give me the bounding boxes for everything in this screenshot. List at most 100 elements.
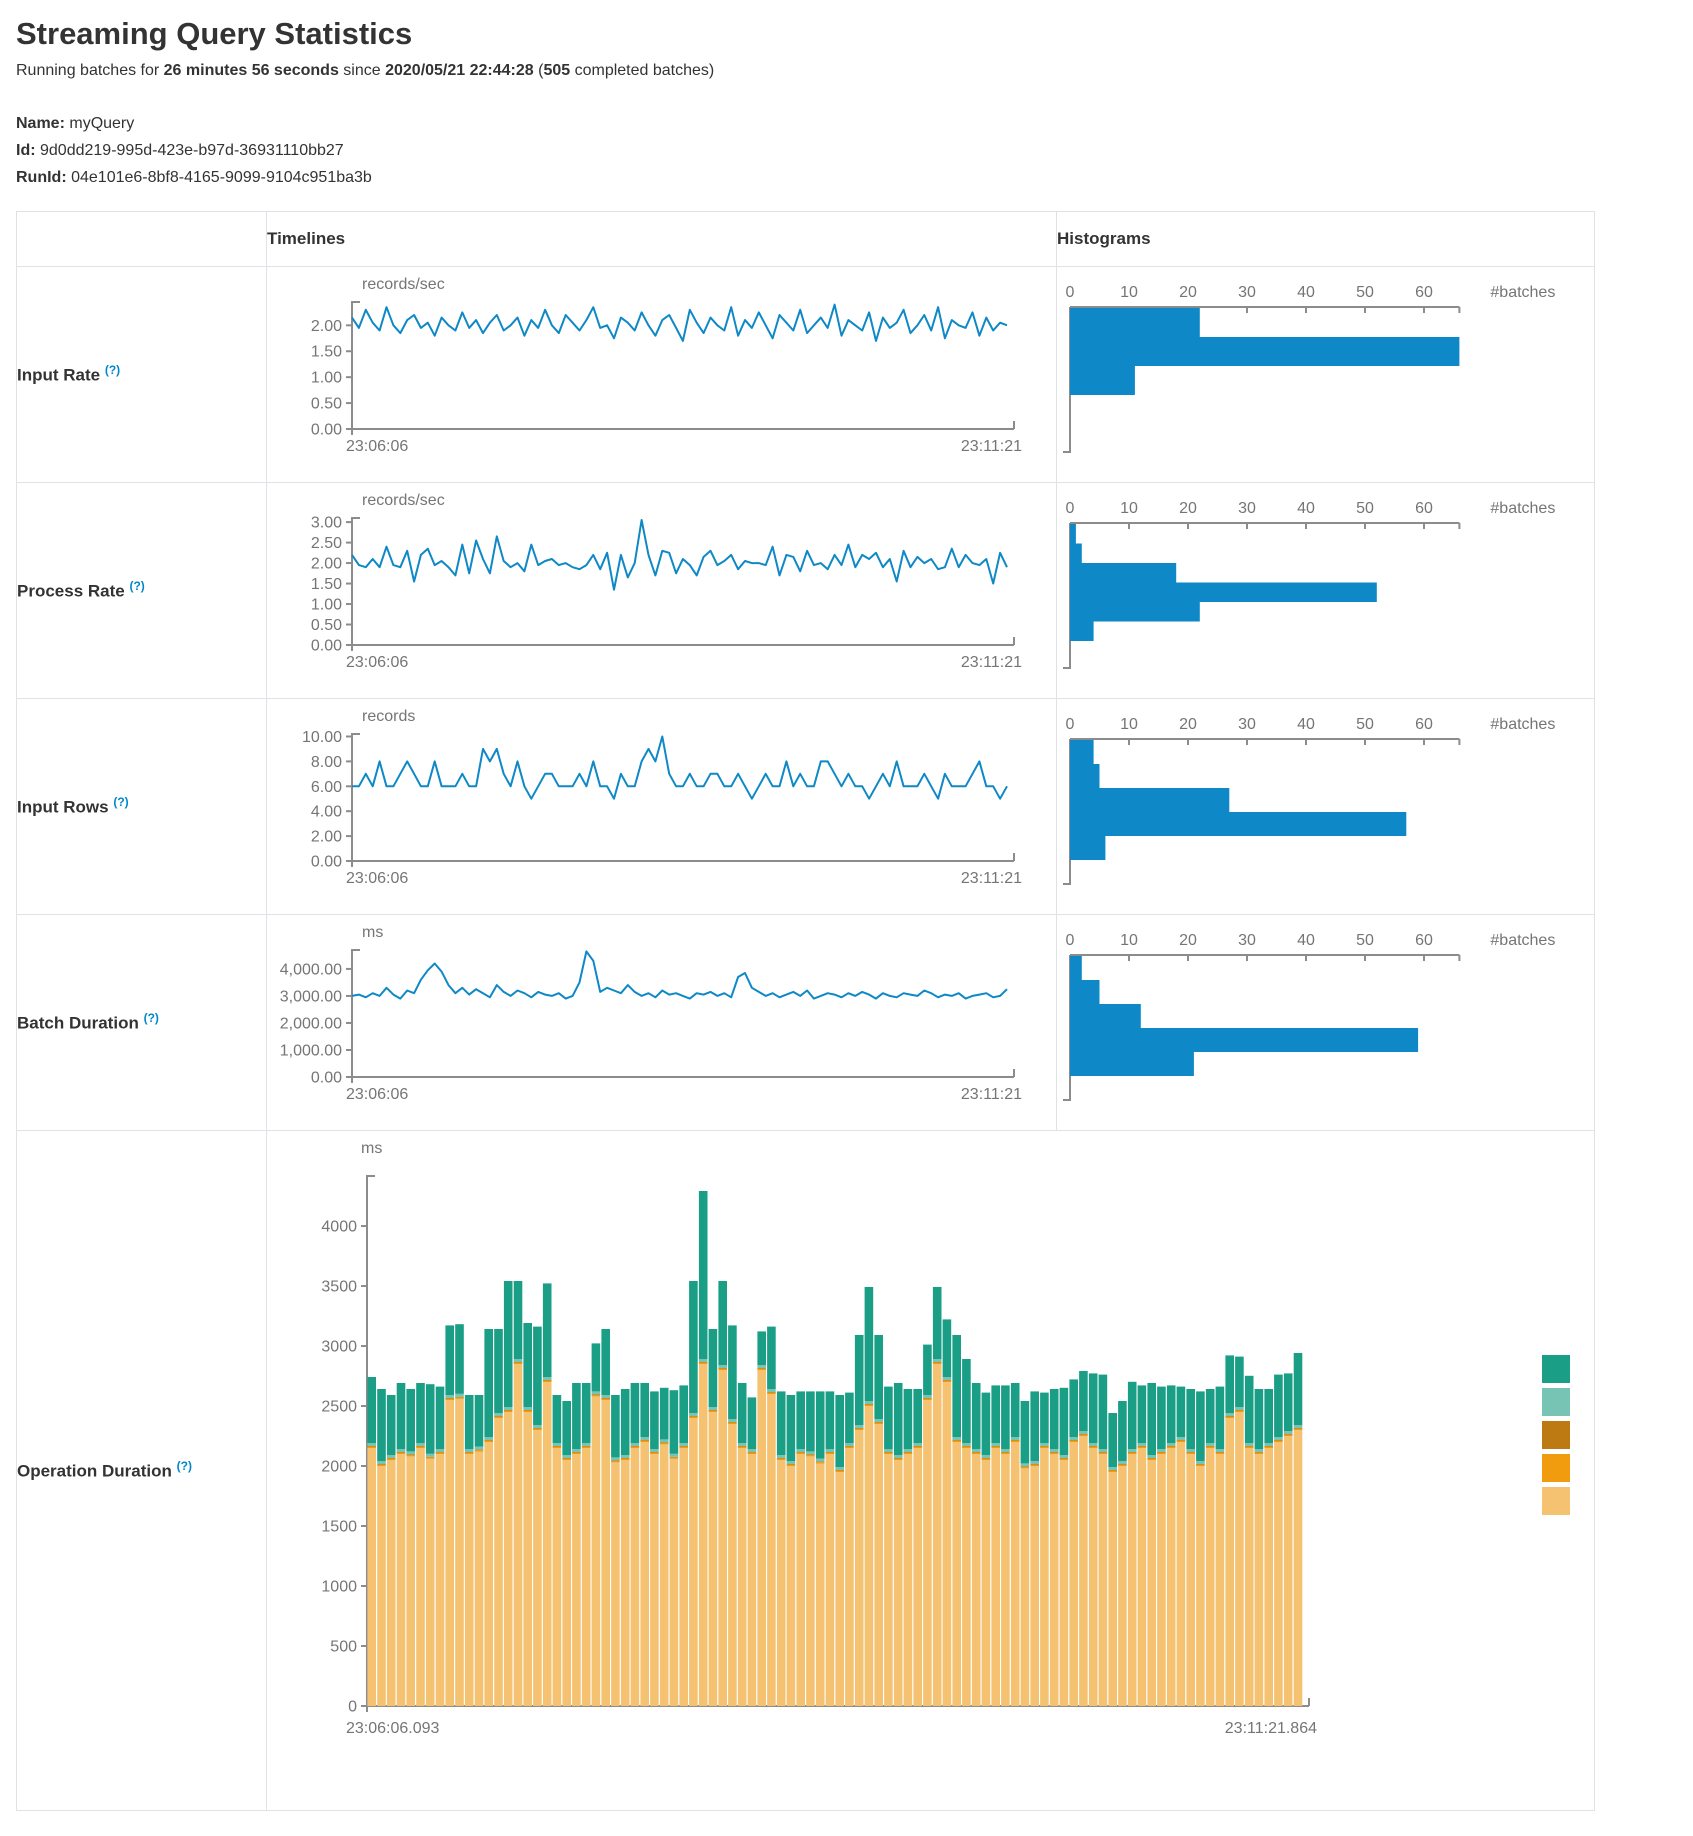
stack-segment: [718, 1370, 727, 1706]
x-tick-label: 40: [1297, 500, 1315, 517]
stack-segment: [718, 1368, 727, 1370]
stack-segment: [981, 1460, 991, 1706]
stack-segment: [367, 1446, 376, 1448]
stack-segment: [845, 1443, 854, 1446]
stack-segment: [737, 1443, 747, 1446]
stack-segment: [1274, 1440, 1283, 1441]
stack-segment: [903, 1449, 913, 1452]
stack-segment: [835, 1467, 844, 1470]
x-tick-label: 60: [1415, 500, 1433, 517]
stack-segment: [416, 1446, 425, 1447]
x-tick-label: 30: [1238, 716, 1256, 733]
help-icon[interactable]: (?): [129, 579, 145, 594]
stack-segment: [981, 1392, 991, 1455]
stack-segment: [1157, 1454, 1166, 1706]
stack-segment: [425, 1384, 435, 1454]
stack-segment: [1244, 1443, 1254, 1446]
stack-segment: [991, 1385, 1000, 1443]
stack-segment: [474, 1451, 484, 1706]
stack-segment: [503, 1410, 513, 1411]
stack-segment: [630, 1383, 640, 1443]
stack-segment: [503, 1410, 513, 1412]
stack-segment: [1186, 1452, 1195, 1454]
help-icon[interactable]: (?): [104, 363, 121, 378]
x-start-label: 23:06:06.093: [346, 1720, 440, 1737]
help-icon[interactable]: (?): [143, 1011, 159, 1026]
stack-segment: [1137, 1446, 1147, 1448]
stack-segment: [1176, 1437, 1186, 1440]
stack-segment: [406, 1455, 415, 1457]
stack-segment: [659, 1442, 669, 1443]
histogram-bar: [1070, 563, 1177, 583]
stack-segment: [835, 1472, 844, 1706]
stack-segment: [806, 1391, 815, 1452]
stack-segment: [1030, 1461, 1039, 1464]
stack-segment: [874, 1422, 883, 1423]
stack-segment: [1108, 1413, 1117, 1467]
stack-segment: [962, 1446, 971, 1448]
header-histograms: Histograms: [1056, 211, 1595, 267]
header-timelines: Timelines: [266, 211, 1057, 267]
stack-segment: [1293, 1428, 1303, 1430]
stack-segment: [864, 1404, 874, 1406]
stack-segment: [1040, 1446, 1049, 1447]
stack-segment: [1118, 1466, 1127, 1706]
stack-segment: [767, 1392, 776, 1394]
row-label-text: Input Rate: [17, 365, 101, 385]
stack-segment: [1157, 1386, 1166, 1449]
help-icon[interactable]: (?): [113, 795, 129, 810]
stack-segment: [698, 1362, 708, 1364]
stack-segment: [1225, 1416, 1234, 1417]
legend-swatch-dark_orange: [1542, 1421, 1570, 1449]
row-label-process-rate: Process Rate (?): [16, 482, 267, 699]
stack-segment: [893, 1455, 903, 1458]
stack-segment: [1088, 1448, 1098, 1706]
y-tick-label: 0.50: [311, 396, 342, 413]
stack-segment: [1040, 1446, 1049, 1448]
y-tick-label: 4.00: [311, 804, 342, 821]
stack-segment: [523, 1412, 532, 1706]
stack-segment: [825, 1452, 835, 1454]
y-tick-label: 1500: [321, 1519, 357, 1536]
stack-segment: [1215, 1452, 1225, 1453]
stack-segment: [1166, 1446, 1176, 1448]
query-runid-line: RunId: 04e101e6-8bf8-4165-9099-9104c951b…: [16, 164, 1677, 191]
stack-segment: [1176, 1386, 1186, 1437]
page-title: Streaming Query Statistics: [16, 16, 413, 51]
y-tick-label: 2.50: [311, 535, 342, 552]
stack-segment: [455, 1396, 464, 1398]
stack-segment: [445, 1395, 454, 1398]
stack-segment: [640, 1440, 649, 1442]
stack-segment: [396, 1449, 406, 1452]
histogram-bar: [1070, 308, 1200, 337]
stack-segment: [1108, 1472, 1117, 1706]
table-row: Input Rate (?) records/sec 2.00 1.50 1.00 0.…: [16, 266, 1595, 483]
stack-segment: [523, 1323, 532, 1407]
stack-segment: [728, 1422, 737, 1423]
stack-segment: [806, 1455, 815, 1457]
stack-segment: [1176, 1440, 1186, 1442]
stack-segment: [542, 1382, 552, 1706]
stack-segment: [1244, 1375, 1254, 1443]
help-icon[interactable]: (?): [176, 1459, 192, 1474]
stack-segment: [1001, 1454, 1010, 1706]
chart-axis: [351, 517, 1015, 651]
stack-segment: [523, 1410, 532, 1412]
stack-segment: [679, 1385, 688, 1443]
stack-segment: [991, 1448, 1000, 1706]
stack-segment: [650, 1449, 659, 1452]
stack-segment: [757, 1331, 766, 1365]
stack-segment: [835, 1395, 844, 1467]
y-tick-label: 2000: [321, 1459, 357, 1476]
histogram-bar: [1070, 788, 1230, 812]
y-tick-label: 6.00: [311, 779, 342, 796]
stack-segment: [611, 1460, 620, 1461]
x-tick-label: 0: [1066, 500, 1075, 517]
stack-segment: [1001, 1449, 1010, 1452]
query-id-value: 9d0dd219-995d-423e-b97d-36931110bb27: [40, 142, 344, 159]
stack-segment: [484, 1442, 493, 1706]
stack-segment: [1049, 1452, 1059, 1453]
stack-segment: [854, 1430, 864, 1706]
stack-segment: [542, 1380, 552, 1382]
stack-segment: [854, 1428, 864, 1430]
